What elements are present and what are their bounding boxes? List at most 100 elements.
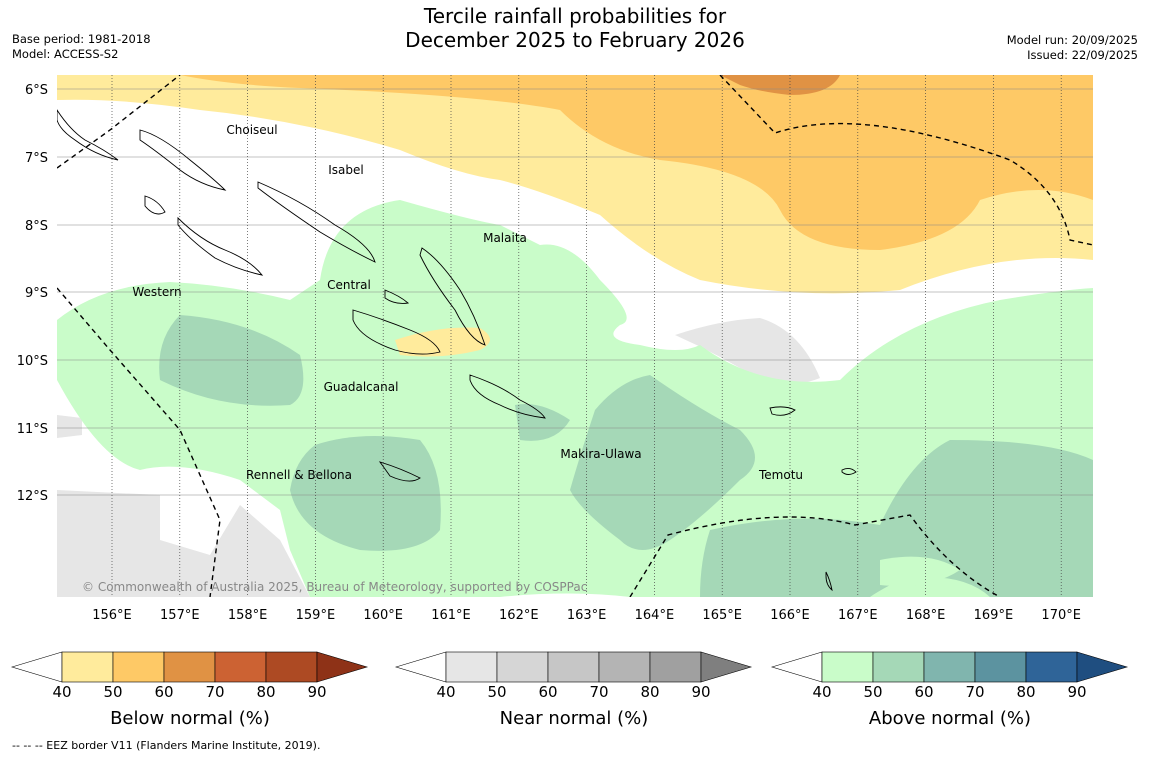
cbar-above-tick-40: 40 (812, 683, 832, 701)
colorbar-swatch (1025, 651, 1078, 683)
island-new-georgia (177, 216, 264, 276)
model-run: Model run: 20/09/2025 (1006, 33, 1138, 47)
region-western: Western (132, 285, 181, 299)
colorbar-lower-extension (10, 651, 63, 683)
lon-label: 165°E (702, 608, 742, 623)
lon-label: 156°E (92, 608, 132, 623)
colorbar-swatch (821, 651, 874, 683)
cbar-below-tick-50: 50 (103, 683, 123, 701)
issued-date: Issued: 22/09/2025 (1027, 48, 1138, 62)
colorbar-above-normal: 40 50 60 70 80 90 Above normal (%) (770, 650, 1130, 730)
colorbar-above-normal-swatches (770, 651, 1129, 683)
eez-borders (57, 75, 1093, 597)
lat-label-12s: 12°S (17, 489, 48, 504)
cbar-near-tick-80: 80 (640, 683, 660, 701)
colorbar-below-normal-swatches (10, 651, 369, 683)
lat-label-7s: 7°S (25, 151, 48, 166)
lon-label: 159°E (296, 608, 336, 623)
lon-label: 166°E (770, 608, 810, 623)
cbar-above-tick-50: 50 (863, 683, 883, 701)
colorbar-swatch (163, 651, 216, 683)
probability-map: 6°S 7°S 8°S 9°S 10°S 11°S 12°S 156°E 157°… (17, 75, 1093, 623)
cbar-near-tick-40: 40 (436, 683, 456, 701)
colorbar-swatch (214, 651, 267, 683)
colorbar-swatch (547, 651, 600, 683)
colorbar-near-normal-swatches (394, 651, 753, 683)
island-makira (469, 374, 546, 419)
region-rennell-bellona: Rennell & Bellona (246, 468, 352, 482)
cbar-near-tick-50: 50 (487, 683, 507, 701)
cbar-above-tick-60: 60 (914, 683, 934, 701)
lon-label: 168°E (906, 608, 946, 623)
cbar-below-tick-90: 90 (307, 683, 327, 701)
region-malaita: Malaita (483, 231, 527, 245)
colorbar-swatch (974, 651, 1027, 683)
cbar-below-tick-60: 60 (154, 683, 174, 701)
lon-axis-labels: 156°E 157°E 158°E 159°E 160°E 161°E 162°E 163°E… (92, 608, 1081, 623)
cbar-near-tick-60: 60 (538, 683, 558, 701)
cbar-near-tick-90: 90 (691, 683, 711, 701)
island-rennell (378, 461, 421, 482)
lon-label: 157°E (160, 608, 200, 623)
region-choiseul: Choiseul (226, 123, 277, 137)
lat-label-11s: 11°S (17, 422, 48, 437)
eez-footnote: -- -- -- EEZ border V11 (Flanders Marine… (12, 739, 321, 752)
island-western-small (144, 195, 166, 215)
below-normal-patch-guadalcanal (395, 327, 490, 357)
cbar-below-tick-70: 70 (205, 683, 225, 701)
colorbar-swatch (598, 651, 651, 683)
cbar-above-tick-80: 80 (1016, 683, 1036, 701)
colorbar-lower-extension (770, 651, 823, 683)
colorbar-lower-extension (394, 651, 447, 683)
region-makira-ulawa: Makira-Ulawa (560, 447, 641, 461)
colorbar-upper-extension (1076, 651, 1129, 683)
copyright-notice: © Commonwealth of Australia 2025, Bureau… (82, 580, 587, 594)
cbar-above-tick-70: 70 (965, 683, 985, 701)
lon-label: 163°E (567, 608, 607, 623)
colorbar-upper-extension (700, 651, 753, 683)
island-isabel (257, 181, 376, 263)
lon-label: 170°E (1041, 608, 1081, 623)
model-name: Model: ACCESS-S2 (12, 47, 119, 61)
region-guadalcanal: Guadalcanal (324, 380, 399, 394)
base-period: Base period: 1981-2018 (12, 32, 151, 46)
colorbar-swatch (445, 651, 498, 683)
above-normal-50-60-zone-west (159, 315, 304, 406)
island-outlines (57, 109, 857, 592)
colorbar-above-normal-label: Above normal (%) (868, 708, 1032, 729)
lon-label: 164°E (635, 608, 675, 623)
lon-label: 169°E (974, 608, 1014, 623)
colorbar-swatch (112, 651, 165, 683)
lon-label: 167°E (838, 608, 878, 623)
island-choiseul (139, 129, 227, 191)
above-normal-50-60-zone-central (515, 375, 755, 550)
island-bougainville (57, 109, 119, 161)
colorbar-swatch (923, 651, 976, 683)
lat-label-9s: 9°S (25, 286, 48, 301)
colorbar-below-normal-label: Below normal (%) (110, 708, 270, 729)
island-florida (384, 289, 410, 304)
colorbar-upper-extension (316, 651, 369, 683)
near-normal-patch-east (675, 318, 820, 385)
colorbar-swatch (872, 651, 925, 683)
lat-label-8s: 8°S (25, 219, 48, 234)
above-normal-50-60-zone-south (290, 436, 441, 551)
near-normal-patch-south (57, 490, 310, 597)
cbar-above-tick-90: 90 (1067, 683, 1087, 701)
island-temotu-south (825, 571, 833, 592)
colorbar-near-normal: 40 50 60 70 80 90 Near normal (%) (394, 650, 754, 730)
colorbar-swatch (265, 651, 318, 683)
colorbar-swatch (61, 651, 114, 683)
chart-title-line1: Tercile rainfall probabilities for (423, 4, 727, 28)
lon-label: 162°E (499, 608, 539, 623)
lat-axis-labels: 6°S 7°S 8°S 9°S 10°S 11°S 12°S (17, 83, 48, 504)
cbar-below-tick-80: 80 (256, 683, 276, 701)
cbar-near-tick-70: 70 (589, 683, 609, 701)
above-normal-40-50-islet (880, 556, 960, 586)
colorbar-below-normal: 40 50 60 70 80 90 Below normal (%) (10, 650, 370, 730)
map-fill-layers (57, 75, 1093, 597)
region-temotu: Temotu (758, 468, 803, 482)
colorbar-swatch (649, 651, 702, 683)
lat-label-10s: 10°S (17, 354, 48, 369)
lon-label: 161°E (431, 608, 471, 623)
